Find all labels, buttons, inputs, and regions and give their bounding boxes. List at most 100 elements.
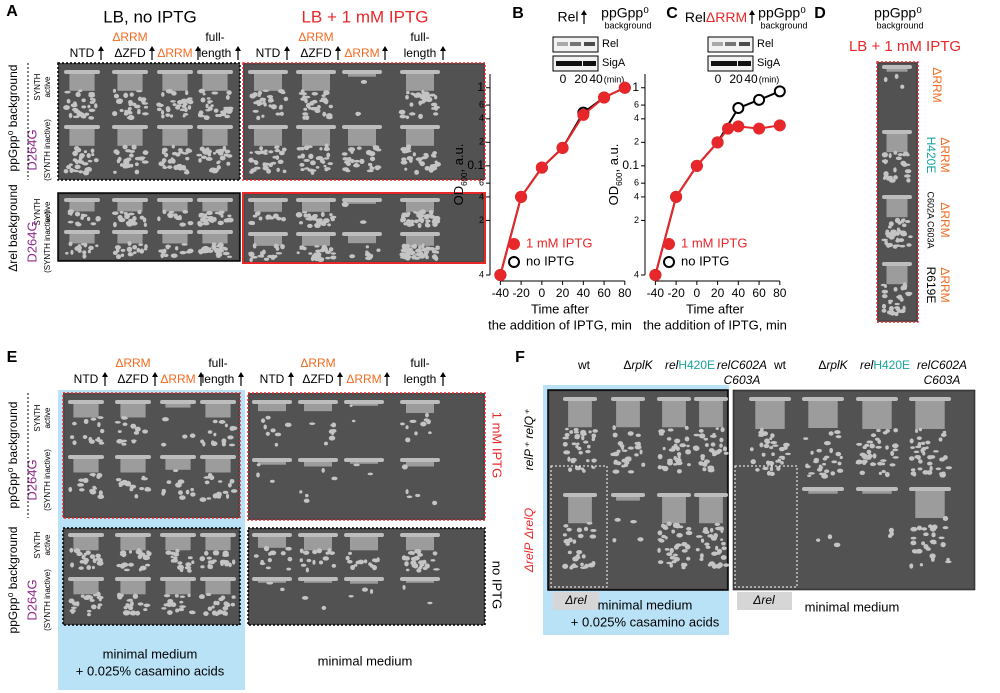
colony [165, 113, 171, 117]
colony [185, 156, 190, 161]
text-part: C603A [724, 373, 761, 387]
streak [252, 533, 292, 537]
colony [208, 564, 214, 570]
colony [323, 90, 330, 96]
colony [563, 524, 569, 528]
streak-body [915, 491, 945, 518]
colony [173, 558, 178, 563]
colony [98, 441, 105, 445]
colony [222, 550, 229, 556]
colony [836, 468, 844, 473]
colony [86, 216, 91, 221]
colony [269, 99, 274, 103]
colony [935, 467, 942, 471]
colony [699, 461, 705, 466]
colony [674, 438, 681, 444]
colony [308, 252, 313, 255]
streak-body [258, 537, 286, 548]
text-part: rplK [826, 358, 848, 372]
colony [213, 600, 218, 606]
colony [345, 161, 352, 166]
colony [113, 149, 119, 154]
streak-body [165, 404, 191, 408]
colony [280, 551, 286, 556]
colony [890, 450, 895, 456]
colony [323, 146, 330, 152]
text-part: 600 [615, 172, 624, 186]
text-part: rel [665, 358, 679, 372]
colony [780, 460, 784, 465]
colony [634, 441, 641, 446]
colony [321, 94, 326, 97]
colony [165, 244, 172, 249]
streak [64, 125, 100, 129]
colony [204, 550, 209, 556]
column-header: relH420E [860, 358, 910, 372]
colony [662, 465, 669, 472]
strain: ppGpp⁰ [874, 5, 922, 21]
colony [140, 248, 144, 253]
colony [315, 166, 320, 169]
colony [222, 610, 227, 616]
colony [185, 250, 193, 254]
colony [831, 460, 838, 464]
colony [426, 223, 431, 228]
colony [945, 560, 952, 564]
colony [612, 425, 616, 431]
legend-label: no IPTG [526, 253, 574, 268]
streak-body [886, 266, 908, 285]
streak-body [202, 202, 228, 212]
strain-tag: Δrel [564, 593, 587, 607]
row-label: ppGpp⁰ background [6, 402, 20, 509]
colony [89, 100, 95, 104]
colony [115, 254, 122, 260]
colony [321, 244, 327, 250]
streak-body [258, 462, 286, 465]
streak [563, 493, 597, 497]
streak-body [350, 581, 378, 584]
colony [698, 428, 704, 433]
colony [417, 553, 423, 557]
time-label: 20 [574, 72, 588, 86]
x-tick-label: 60 [597, 286, 611, 300]
y-tick-label: 2 [634, 137, 639, 147]
colony [323, 99, 329, 105]
streak [882, 195, 912, 199]
colony [129, 92, 134, 97]
y-tick-label: 4 [634, 113, 639, 123]
colony [179, 605, 186, 609]
colony [722, 446, 728, 452]
colony [202, 215, 209, 219]
colony [353, 159, 360, 163]
colony [763, 443, 770, 449]
colony [405, 149, 412, 153]
plate-sheen [250, 395, 483, 518]
colony [300, 153, 305, 159]
streak-body [808, 491, 838, 494]
colony [662, 524, 668, 530]
streak-body [162, 129, 188, 146]
colony [585, 449, 591, 454]
colony [657, 453, 663, 460]
plate-sheen [245, 195, 483, 261]
colony [563, 538, 571, 544]
colony [839, 455, 843, 460]
colony [925, 440, 931, 445]
colony [369, 156, 376, 162]
colony [627, 431, 634, 436]
colony [260, 418, 266, 423]
colony [887, 534, 893, 538]
colony [869, 443, 875, 449]
colony [189, 433, 196, 438]
medium-label: minimal medium [598, 597, 693, 612]
streak [657, 493, 691, 497]
condition-title: LB + 1 mM IPTG [301, 7, 428, 26]
colony [88, 108, 96, 112]
strain: background [876, 20, 923, 30]
colony [97, 421, 101, 428]
colony [315, 218, 321, 222]
colony [77, 249, 82, 253]
streak-body [120, 581, 146, 595]
colony [365, 256, 372, 261]
colony [145, 563, 151, 567]
